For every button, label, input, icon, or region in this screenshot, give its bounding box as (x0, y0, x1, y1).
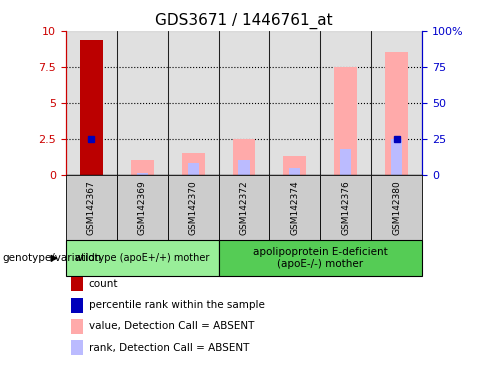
Text: GSM142369: GSM142369 (138, 180, 147, 235)
Text: GSM142380: GSM142380 (392, 180, 401, 235)
Bar (340, 149, 351, 175)
Bar (239, 161, 249, 175)
Bar (391, 139, 402, 175)
Text: percentile rank within the sample: percentile rank within the sample (89, 300, 264, 310)
Text: GSM142376: GSM142376 (341, 180, 350, 235)
Text: value, Detection Call = ABSENT: value, Detection Call = ABSENT (89, 321, 254, 331)
Bar (371, 31, 422, 175)
Text: apolipoprotein E-deficient
(apoE-/-) mother: apolipoprotein E-deficient (apoE-/-) mot… (253, 247, 387, 269)
Bar (168, 31, 219, 175)
Text: rank, Detection Call = ABSENT: rank, Detection Call = ABSENT (89, 343, 249, 353)
Text: count: count (89, 279, 118, 289)
Bar (334, 67, 357, 175)
Bar (269, 31, 320, 175)
Bar (131, 161, 154, 175)
Bar (284, 156, 306, 175)
Text: genotype/variation: genotype/variation (2, 253, 102, 263)
Text: GSM142374: GSM142374 (290, 180, 300, 235)
Bar (219, 31, 269, 175)
Text: wildtype (apoE+/+) mother: wildtype (apoE+/+) mother (75, 253, 209, 263)
Text: GSM142367: GSM142367 (87, 180, 96, 235)
Bar (320, 31, 371, 175)
Bar (289, 167, 301, 175)
Bar (66, 31, 117, 175)
Bar (187, 163, 199, 175)
Bar (80, 40, 103, 175)
Bar (385, 52, 408, 175)
Text: GSM142372: GSM142372 (240, 180, 248, 235)
Bar (117, 31, 168, 175)
Bar (233, 139, 255, 175)
Bar (137, 173, 148, 175)
Bar (182, 153, 204, 175)
Text: GSM142370: GSM142370 (188, 180, 198, 235)
Title: GDS3671 / 1446761_at: GDS3671 / 1446761_at (155, 13, 333, 29)
